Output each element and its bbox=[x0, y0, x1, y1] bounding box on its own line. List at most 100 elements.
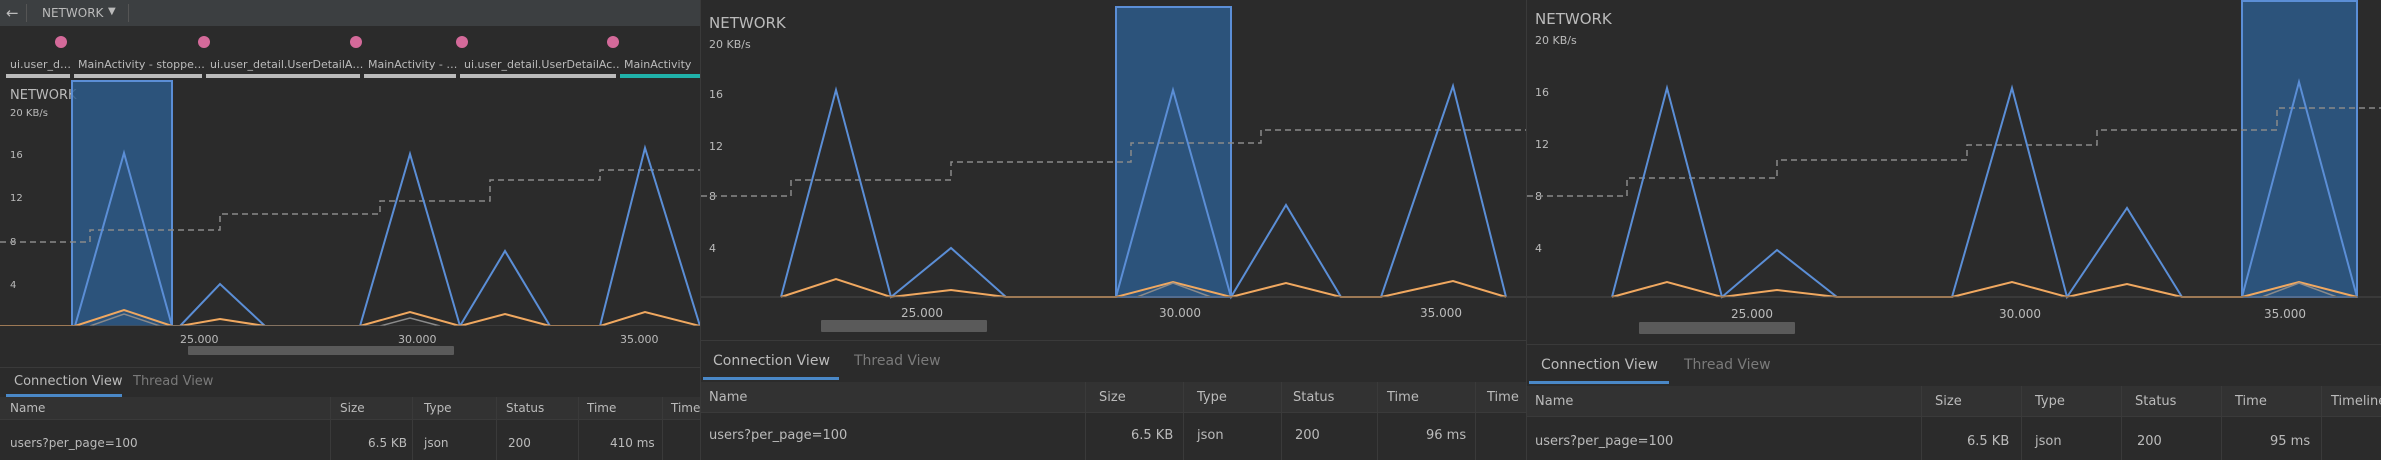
column-header-timeline[interactable]: Time bbox=[1487, 390, 1519, 405]
y-tick: 4 bbox=[709, 242, 716, 255]
activity-label[interactable]: MainActivity - stoppe… bbox=[78, 58, 204, 71]
cell-size: 6.5 KB bbox=[368, 436, 407, 450]
table-row[interactable]: users?per_page=100 6.5 KB json 200 96 ms bbox=[701, 422, 1527, 452]
column-header-type[interactable]: Type bbox=[424, 401, 452, 415]
network-graph[interactable] bbox=[0, 76, 700, 326]
column-divider bbox=[2221, 386, 2222, 460]
active-tab-indicator bbox=[1529, 381, 1669, 384]
touch-event-dot[interactable] bbox=[456, 36, 468, 48]
profiler-panel-1: ← NETWORK ▼ ui.user_d… MainActivity - st… bbox=[0, 0, 700, 460]
column-header-size[interactable]: Size bbox=[340, 401, 365, 415]
selection-range bbox=[71, 80, 173, 326]
column-divider bbox=[1377, 382, 1378, 460]
tab-thread-view[interactable]: Thread View bbox=[854, 353, 941, 369]
column-header-name[interactable]: Name bbox=[709, 390, 748, 405]
column-header-size[interactable]: Size bbox=[1935, 394, 1962, 409]
cell-size: 6.5 KB bbox=[1131, 428, 1174, 443]
activity-bar-selected bbox=[620, 74, 700, 78]
column-header-type[interactable]: Type bbox=[1197, 390, 1227, 405]
column-header-status[interactable]: Status bbox=[506, 401, 545, 415]
table-header: Name Size Type Status Time Timeline bbox=[1527, 386, 2381, 417]
monitor-label: NETWORK bbox=[709, 14, 786, 32]
toolbar-divider bbox=[26, 4, 27, 22]
tab-bar: Connection View Thread View bbox=[701, 340, 1527, 381]
monitor-scale: 20 KB/s bbox=[10, 108, 48, 119]
selection-range bbox=[2241, 0, 2358, 298]
connections-series bbox=[2261, 282, 2338, 298]
column-divider bbox=[2121, 386, 2122, 460]
activity-label[interactable]: ui.user_d… bbox=[10, 58, 71, 71]
activity-label[interactable]: ui.user_detail.UserDetailA… bbox=[210, 58, 364, 71]
column-header-status[interactable]: Status bbox=[2135, 394, 2177, 409]
touch-event-dot[interactable] bbox=[55, 36, 67, 48]
cell-name: users?per_page=100 bbox=[1535, 434, 1674, 449]
network-graph[interactable] bbox=[1527, 0, 2381, 300]
column-header-time[interactable]: Time bbox=[587, 401, 617, 415]
column-divider bbox=[1921, 386, 1922, 460]
caret-down-icon[interactable]: ▼ bbox=[108, 6, 116, 17]
activity-bar bbox=[460, 74, 616, 78]
column-header-time[interactable]: Time bbox=[2235, 394, 2267, 409]
tab-connection-view[interactable]: Connection View bbox=[14, 374, 123, 389]
monitor-scale: 20 KB/s bbox=[1535, 34, 1577, 47]
column-header-timeline[interactable]: Timeline bbox=[2331, 394, 2381, 409]
column-divider bbox=[330, 397, 331, 460]
table-row[interactable]: users?per_page=100 6.5 KB json 200 95 ms bbox=[1527, 428, 2381, 458]
y-tick: 16 bbox=[709, 88, 723, 101]
event-timeline: ui.user_d… MainActivity - stoppe… ui.use… bbox=[0, 26, 700, 78]
horizontal-scrollbar[interactable] bbox=[1639, 322, 1795, 334]
tab-thread-view[interactable]: Thread View bbox=[133, 374, 214, 389]
activity-label[interactable]: MainActivity - … bbox=[368, 58, 458, 71]
column-divider bbox=[578, 397, 579, 460]
tab-connection-view[interactable]: Connection View bbox=[1541, 357, 1658, 373]
touch-event-dot[interactable] bbox=[607, 36, 619, 48]
connections-line bbox=[701, 110, 1527, 197]
y-tick: 12 bbox=[10, 193, 23, 204]
table-header: Name Size Type Status Time Time bbox=[0, 397, 700, 420]
y-tick: 12 bbox=[1535, 138, 1549, 151]
column-header-name[interactable]: Name bbox=[10, 401, 46, 415]
column-header-time[interactable]: Time bbox=[1387, 390, 1419, 405]
y-tick: 12 bbox=[709, 140, 723, 153]
received-series bbox=[0, 144, 700, 326]
activity-label[interactable]: ui.user_detail.UserDetailAc… bbox=[464, 58, 620, 71]
profiler-toolbar: ← NETWORK ▼ bbox=[0, 0, 700, 27]
column-header-size[interactable]: Size bbox=[1099, 390, 1126, 405]
table-header: Name Size Type Status Time Time bbox=[701, 382, 1527, 413]
cell-status: 200 bbox=[1295, 428, 1320, 443]
tab-connection-view[interactable]: Connection View bbox=[713, 353, 830, 369]
y-tick: 4 bbox=[10, 280, 17, 291]
column-divider bbox=[496, 397, 497, 460]
x-tick: 30.000 bbox=[1999, 307, 2041, 321]
monitor-label: NETWORK bbox=[10, 88, 77, 103]
tab-bar: Connection View Thread View bbox=[1527, 344, 2381, 385]
table-row[interactable]: users?per_page=100 6.5 KB json 200 410 m… bbox=[0, 432, 700, 456]
network-graph[interactable] bbox=[701, 0, 1527, 300]
connections-line bbox=[1527, 107, 2381, 197]
back-arrow-icon[interactable]: ← bbox=[6, 4, 19, 22]
column-header-timeline[interactable]: Time bbox=[671, 401, 700, 415]
column-divider bbox=[1281, 382, 1282, 460]
horizontal-scrollbar[interactable] bbox=[188, 346, 454, 355]
touch-event-dot[interactable] bbox=[198, 36, 210, 48]
cell-name: users?per_page=100 bbox=[709, 428, 848, 443]
connections-series bbox=[89, 313, 441, 326]
horizontal-scrollbar[interactable] bbox=[821, 320, 987, 332]
tab-thread-view[interactable]: Thread View bbox=[1684, 357, 1771, 373]
column-header-type[interactable]: Type bbox=[2035, 394, 2065, 409]
column-header-name[interactable]: Name bbox=[1535, 394, 1574, 409]
toolbar-divider bbox=[128, 4, 129, 22]
touch-event-dot[interactable] bbox=[350, 36, 362, 48]
activity-bar bbox=[6, 74, 70, 78]
cell-status: 200 bbox=[2137, 434, 2162, 449]
x-tick: 25.000 bbox=[1731, 307, 1773, 321]
cell-type: json bbox=[1197, 428, 1224, 443]
connections-series bbox=[1136, 282, 1212, 298]
x-tick: 30.000 bbox=[398, 333, 437, 346]
activity-label[interactable]: MainActivity bbox=[624, 58, 692, 71]
monitor-dropdown-label[interactable]: NETWORK bbox=[42, 6, 104, 20]
active-tab-indicator bbox=[703, 377, 839, 380]
x-tick: 25.000 bbox=[180, 333, 219, 346]
column-header-status[interactable]: Status bbox=[1293, 390, 1335, 405]
y-tick: 16 bbox=[1535, 86, 1549, 99]
